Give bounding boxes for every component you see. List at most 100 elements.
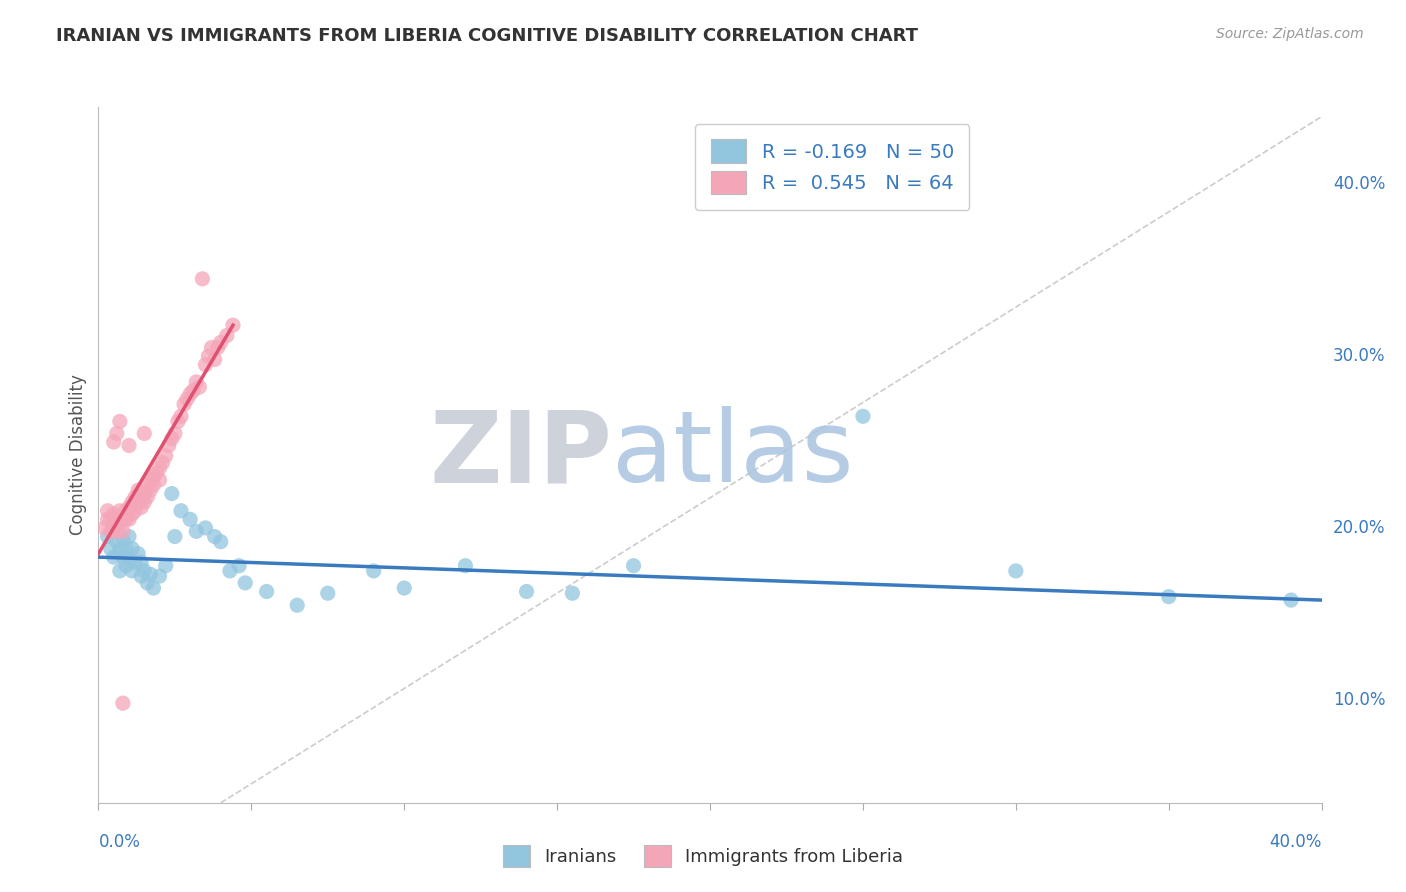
Point xyxy=(118,500,141,515)
Point xyxy=(852,409,875,424)
Point xyxy=(100,524,122,539)
Point xyxy=(209,534,232,549)
Point xyxy=(115,504,138,518)
Point xyxy=(149,473,172,487)
Point xyxy=(103,435,125,450)
Point xyxy=(103,550,125,565)
Point xyxy=(127,483,149,497)
Point xyxy=(1004,564,1026,578)
Point xyxy=(163,529,186,543)
Point xyxy=(142,469,165,483)
Point xyxy=(186,524,208,539)
Point xyxy=(219,564,242,578)
Point xyxy=(136,478,159,492)
Point xyxy=(103,517,125,532)
Point xyxy=(160,432,183,446)
Point xyxy=(121,541,143,556)
Point xyxy=(129,490,152,504)
Point xyxy=(124,555,146,569)
Point xyxy=(1279,593,1302,607)
Point xyxy=(204,352,226,367)
Legend: R = -0.169   N = 50, R =  0.545   N = 64: R = -0.169 N = 50, R = 0.545 N = 64 xyxy=(696,124,969,210)
Point xyxy=(194,521,217,535)
Point xyxy=(145,466,167,480)
Point xyxy=(200,341,222,355)
Text: 20.0%: 20.0% xyxy=(1333,519,1385,537)
Point xyxy=(188,380,211,394)
Point xyxy=(127,495,149,509)
Point xyxy=(129,569,152,583)
Point xyxy=(194,358,217,372)
Point xyxy=(105,512,128,526)
Point xyxy=(207,341,229,355)
Legend: Iranians, Immigrants from Liberia: Iranians, Immigrants from Liberia xyxy=(495,838,911,874)
Point xyxy=(209,335,232,350)
Point xyxy=(139,567,162,582)
Point xyxy=(127,547,149,561)
Point xyxy=(285,599,308,613)
Point xyxy=(155,449,177,463)
Text: atlas: atlas xyxy=(612,407,853,503)
Point xyxy=(136,490,159,504)
Point xyxy=(105,524,128,539)
Point xyxy=(97,512,120,526)
Point xyxy=(454,558,477,573)
Point xyxy=(167,414,190,428)
Point xyxy=(157,438,180,452)
Point xyxy=(111,512,134,526)
Point xyxy=(516,584,538,599)
Point xyxy=(105,534,128,549)
Point xyxy=(1157,590,1180,604)
Point xyxy=(118,438,141,452)
Text: 40.0%: 40.0% xyxy=(1333,176,1385,194)
Point xyxy=(121,564,143,578)
Point xyxy=(561,586,583,600)
Point xyxy=(316,586,339,600)
Point xyxy=(139,473,162,487)
Point xyxy=(103,507,125,521)
Point xyxy=(118,552,141,566)
Point xyxy=(139,483,162,497)
Point xyxy=(204,529,226,543)
Point xyxy=(186,375,208,389)
Point xyxy=(97,504,120,518)
Text: IRANIAN VS IMMIGRANTS FROM LIBERIA COGNITIVE DISABILITY CORRELATION CHART: IRANIAN VS IMMIGRANTS FROM LIBERIA COGNI… xyxy=(56,27,918,45)
Point xyxy=(173,397,195,411)
Point xyxy=(111,524,134,539)
Point xyxy=(115,512,138,526)
Point xyxy=(142,581,165,595)
Point xyxy=(233,575,256,590)
Point xyxy=(152,456,174,470)
Point xyxy=(228,558,250,573)
Point xyxy=(191,272,214,286)
Text: Source: ZipAtlas.com: Source: ZipAtlas.com xyxy=(1216,27,1364,41)
Point xyxy=(100,512,122,526)
Point xyxy=(176,392,198,406)
Text: 10.0%: 10.0% xyxy=(1333,690,1385,709)
Point xyxy=(108,564,131,578)
Point xyxy=(124,504,146,518)
Point xyxy=(623,558,645,573)
Point xyxy=(108,414,131,428)
Point xyxy=(181,384,204,398)
Point xyxy=(108,543,131,558)
Point xyxy=(134,564,156,578)
Point xyxy=(115,558,138,573)
Point xyxy=(160,486,183,500)
Text: ZIP: ZIP xyxy=(429,407,612,503)
Point xyxy=(108,504,131,518)
Point xyxy=(105,512,128,526)
Point xyxy=(136,575,159,590)
Point xyxy=(363,564,385,578)
Point xyxy=(197,349,219,363)
Point xyxy=(179,512,201,526)
Point xyxy=(103,521,125,535)
Point xyxy=(100,541,122,556)
Point xyxy=(129,555,152,569)
Point xyxy=(215,328,238,343)
Text: 40.0%: 40.0% xyxy=(1270,833,1322,851)
Point xyxy=(170,504,193,518)
Point xyxy=(105,426,128,441)
Point xyxy=(149,569,172,583)
Y-axis label: Cognitive Disability: Cognitive Disability xyxy=(69,375,87,535)
